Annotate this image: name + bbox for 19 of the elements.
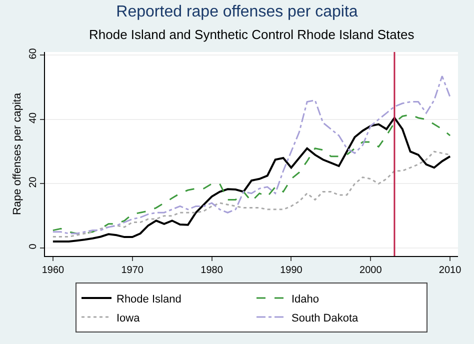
x-tick-label: 2010 xyxy=(438,265,462,276)
legend-label: Idaho xyxy=(292,293,320,306)
x-tick-label: 2000 xyxy=(360,265,382,276)
legend-label: South Dakota xyxy=(292,312,360,324)
y-tick-label: 20 xyxy=(28,176,39,188)
legend-label: Rhode Island xyxy=(116,293,182,306)
x-tick-label: 1980 xyxy=(200,265,224,276)
x-tick-label: 1960 xyxy=(42,265,64,276)
chart-subtitle: Rhode Island and Synthetic Control Rhode Island States xyxy=(89,27,415,42)
line-series xyxy=(52,75,451,234)
legend-label: Iowa xyxy=(116,312,141,324)
chart-title: Reported rape offenses per capita xyxy=(116,3,358,20)
x-tick-label: 1970 xyxy=(121,265,144,276)
y-tick-label: 40 xyxy=(28,112,39,124)
y-tick-label: 0 xyxy=(28,243,39,250)
y-axis-title: Rape offenses per capita xyxy=(12,92,24,216)
x-tick-label: 1990 xyxy=(280,265,303,276)
line-series xyxy=(52,150,451,238)
y-tick-label: 60 xyxy=(28,48,39,60)
